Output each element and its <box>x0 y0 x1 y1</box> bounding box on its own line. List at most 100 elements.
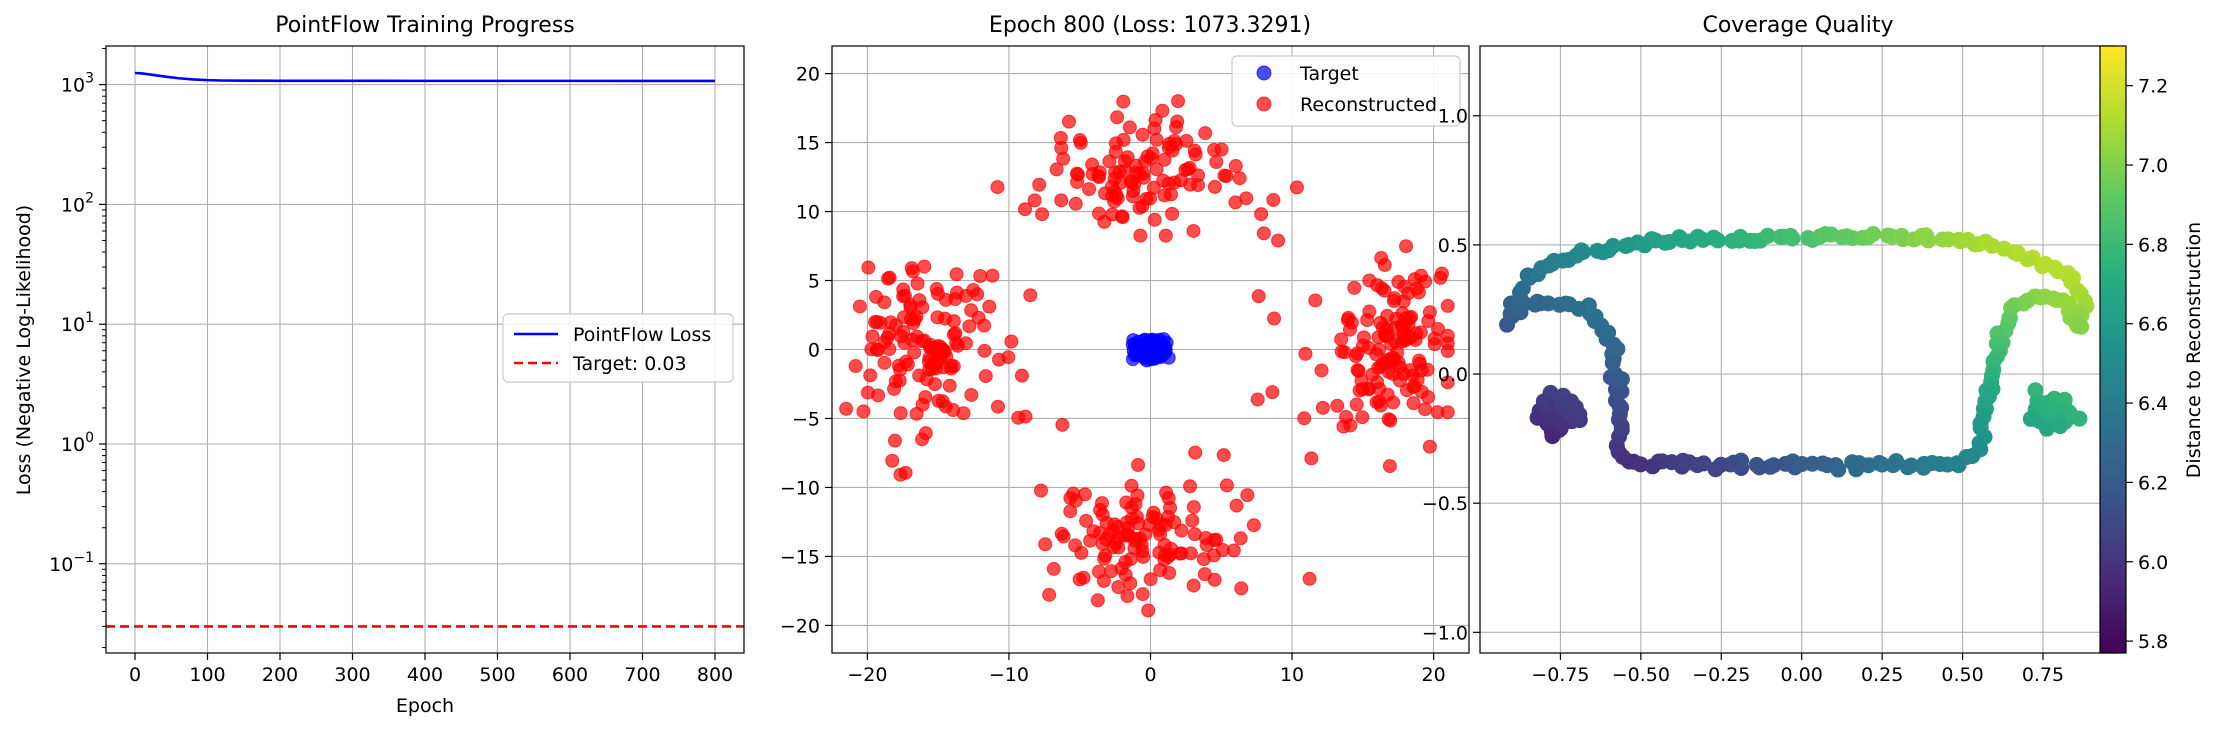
x-tick-label: −0.75 <box>1531 664 1589 686</box>
reconstructed-point <box>1196 552 1211 567</box>
coverage-point <box>1916 455 1933 472</box>
loss-chart-title: PointFlow Training Progress <box>275 13 575 38</box>
coverage-point <box>1632 456 1649 473</box>
coverage-point <box>1920 232 1937 249</box>
x-tick-label: 200 <box>262 664 298 686</box>
reconstructed-point <box>1380 387 1395 402</box>
x-tick-label: 10 <box>1280 664 1304 686</box>
reconstructed-point <box>1124 478 1139 493</box>
reconstructed-point <box>1199 538 1214 553</box>
reconstructed-point <box>1055 417 1070 432</box>
x-tick-label: −10 <box>989 664 1029 686</box>
reconstructed-point <box>869 314 884 329</box>
reconstructed-point <box>1135 587 1150 602</box>
colorbar-tick-label: 6.6 <box>2138 314 2168 336</box>
reconstructed-point <box>1162 565 1177 580</box>
x-tick-label: 600 <box>552 664 588 686</box>
reconstructed-point <box>1362 304 1377 319</box>
coverage-point <box>1748 456 1765 473</box>
reconstructed-point <box>1174 546 1189 561</box>
reconstructed-point <box>1056 151 1071 166</box>
reconstructed-point <box>1362 273 1377 288</box>
reconstructed-point <box>869 342 884 357</box>
coverage-point <box>1759 227 1776 244</box>
reconstructed-point <box>946 359 961 374</box>
reconstructed-point <box>1289 180 1304 195</box>
reconstructed-point <box>1350 346 1365 361</box>
coverage-point <box>1543 411 1560 428</box>
reconstructed-point <box>1298 346 1313 361</box>
reconstructed-point <box>1032 177 1047 192</box>
reconstructed-point <box>1054 193 1069 208</box>
reconstructed-point <box>881 271 896 286</box>
reconstructed-point <box>1256 226 1271 241</box>
coverage-scatter-title: Coverage Quality <box>1702 13 1893 38</box>
reconstructed-point <box>1308 293 1323 308</box>
reconstructed-point <box>1046 561 1061 576</box>
y-tick-label: 0.0 <box>1438 364 1468 386</box>
reconstructed-point <box>1033 483 1048 498</box>
reconstructed-point <box>1418 402 1433 417</box>
reconstructed-point <box>1314 363 1329 378</box>
reconstructed-point <box>1147 212 1162 227</box>
y-tick-label: 103 <box>61 71 94 97</box>
reconstructed-point <box>1123 551 1138 566</box>
loss-chart: 0 100 200 300 400 500 600 700 800 10−1 100 101 102 10… <box>13 13 745 717</box>
reconstructed-point <box>1108 136 1123 151</box>
y-tick-label: 101 <box>61 310 94 336</box>
reconstructed-point <box>1158 228 1173 243</box>
reconstructed-point <box>1157 152 1172 167</box>
reconstructed-point <box>973 268 988 283</box>
reconstructed-point <box>1147 121 1162 136</box>
reconstructed-point <box>1383 413 1398 428</box>
target-point <box>1139 348 1154 363</box>
x-tick-label: 0 <box>1144 664 1156 686</box>
reconstructed-point <box>927 355 942 370</box>
reconstructed-point <box>1183 479 1198 494</box>
reconstructed-point <box>1186 500 1201 515</box>
reconstructed-point <box>1152 545 1167 560</box>
reconstructed-point <box>1422 439 1437 454</box>
x-tick-label: 20 <box>1422 664 1446 686</box>
reconstructed-point <box>1114 209 1129 224</box>
reconstructed-point <box>942 378 957 393</box>
reconstructed-point <box>1122 120 1137 135</box>
reconstructed-point <box>905 332 920 347</box>
colorbar-gradient <box>2099 45 2127 654</box>
reconstructed-point <box>893 406 908 421</box>
x-tick-label: 0 <box>129 664 141 686</box>
y-tick-label: −10 <box>780 477 820 499</box>
reconstructed-point <box>1186 223 1201 238</box>
reconstructed-point <box>1186 578 1201 593</box>
x-tick-label: 100 <box>189 664 225 686</box>
reconstructed-point <box>1334 332 1349 347</box>
reconstructed-point <box>1138 154 1153 169</box>
y-tick-label: 5 <box>808 271 820 293</box>
reconstructed-point <box>1396 367 1411 382</box>
reconstructed-point <box>861 260 876 275</box>
coverage-point <box>1709 232 1726 249</box>
reconstructed-point <box>918 390 933 405</box>
reconstructed-point <box>1097 551 1112 566</box>
reconstructed-point <box>982 299 997 314</box>
reconstructed-point <box>934 342 949 357</box>
reconstructed-point <box>1369 347 1384 362</box>
reconstructed-point <box>1396 294 1411 309</box>
x-tick-label: −0.25 <box>1692 664 1750 686</box>
reconstructed-point <box>1374 281 1389 296</box>
x-tick-label: −0.50 <box>1612 664 1670 686</box>
legend-marker-target <box>1256 65 1272 81</box>
reconstructed-point <box>1254 207 1269 222</box>
reconstructed-point <box>962 319 977 334</box>
reconstructed-point <box>1440 375 1455 390</box>
reconstructed-point <box>964 387 979 402</box>
reconstructed-point <box>1049 162 1064 177</box>
reconstructed-point <box>1149 132 1164 147</box>
x-tick-label: 0.00 <box>1781 664 1823 686</box>
reconstructed-point <box>1070 174 1085 189</box>
reconstructed-point <box>1216 448 1231 463</box>
target-point <box>1156 332 1171 347</box>
coverage-point <box>1575 243 1592 260</box>
target-point <box>1125 337 1140 352</box>
reconstructed-point <box>1170 114 1185 129</box>
